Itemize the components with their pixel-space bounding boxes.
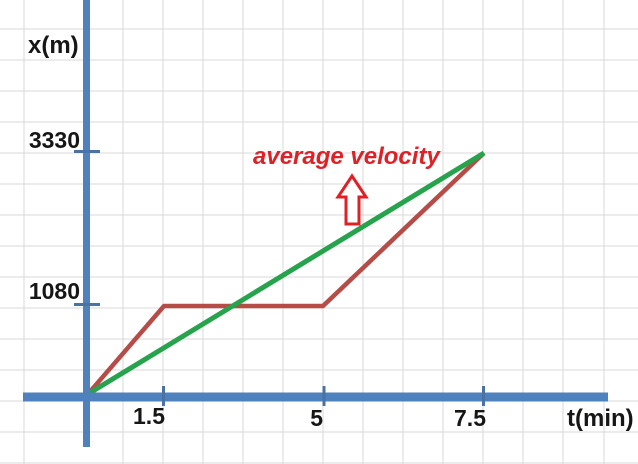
average-velocity-line: [86, 150, 486, 397]
series-lines: [86, 150, 486, 397]
y-tick-label-3330: 3330: [29, 127, 80, 153]
x-axis-title: t(min): [567, 405, 634, 432]
annotation-label: average velocity: [253, 143, 441, 170]
position-line: [86, 151, 486, 396]
y-tick-label-1080: 1080: [29, 278, 80, 304]
y-axis-title: x(m): [28, 32, 79, 59]
x-tick-label-7-5: 7.5: [454, 405, 486, 431]
x-tick-label-1-5: 1.5: [133, 403, 165, 429]
up-arrow-icon: [335, 173, 369, 226]
x-tick-label-5: 5: [310, 405, 323, 431]
